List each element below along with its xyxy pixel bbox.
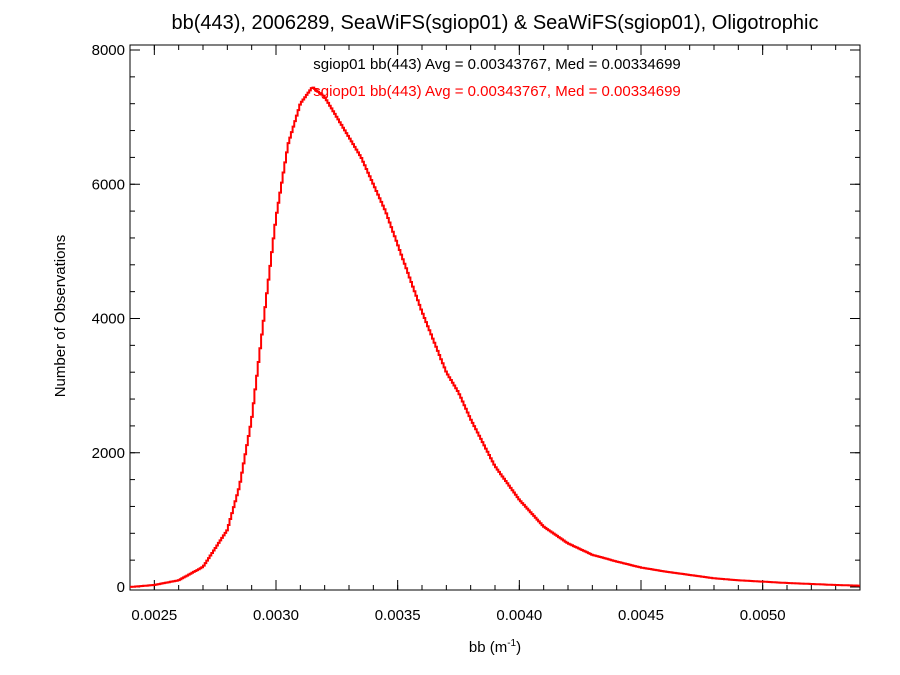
x-tick-label: 0.0025 bbox=[131, 607, 177, 624]
y-tick-label: 0 bbox=[117, 579, 125, 596]
x-axis-label-main: bb (m bbox=[469, 639, 507, 656]
stats-annotation-black: sgiop01 bb(443) Avg = 0.00343767, Med = … bbox=[313, 56, 681, 73]
x-axis-label-close: ) bbox=[516, 639, 521, 656]
chart-title: bb(443), 2006289, SeaWiFS(sgiop01) & Sea… bbox=[172, 12, 819, 34]
series-layer bbox=[130, 86, 860, 588]
x-axis-label-superscript: -1 bbox=[507, 638, 516, 649]
y-tick-label: 2000 bbox=[92, 445, 125, 462]
y-axis-label: Number of Observations bbox=[52, 235, 69, 398]
histogram-series-line bbox=[130, 86, 860, 588]
x-axis-label: bb (m-1) bbox=[469, 638, 521, 656]
x-tick-label: 0.0050 bbox=[740, 607, 786, 624]
axis-ticks: 0.0025 0.0030 0.0035 0.0040 0.0045 0.0050 0 200… bbox=[92, 42, 860, 624]
x-tick-label: 0.0045 bbox=[618, 607, 664, 624]
stats-annotation-red: sgiop01 bb(443) Avg = 0.00343767, Med = … bbox=[313, 83, 681, 100]
x-tick-label: 0.0035 bbox=[375, 607, 421, 624]
plot-frame bbox=[129, 44, 861, 591]
y-tick-label: 8000 bbox=[92, 42, 125, 59]
y-tick-label: 6000 bbox=[92, 176, 125, 193]
x-tick-label: 0.0040 bbox=[496, 607, 542, 624]
y-tick-label: 4000 bbox=[92, 311, 125, 328]
x-tick-label: 0.0030 bbox=[253, 607, 299, 624]
